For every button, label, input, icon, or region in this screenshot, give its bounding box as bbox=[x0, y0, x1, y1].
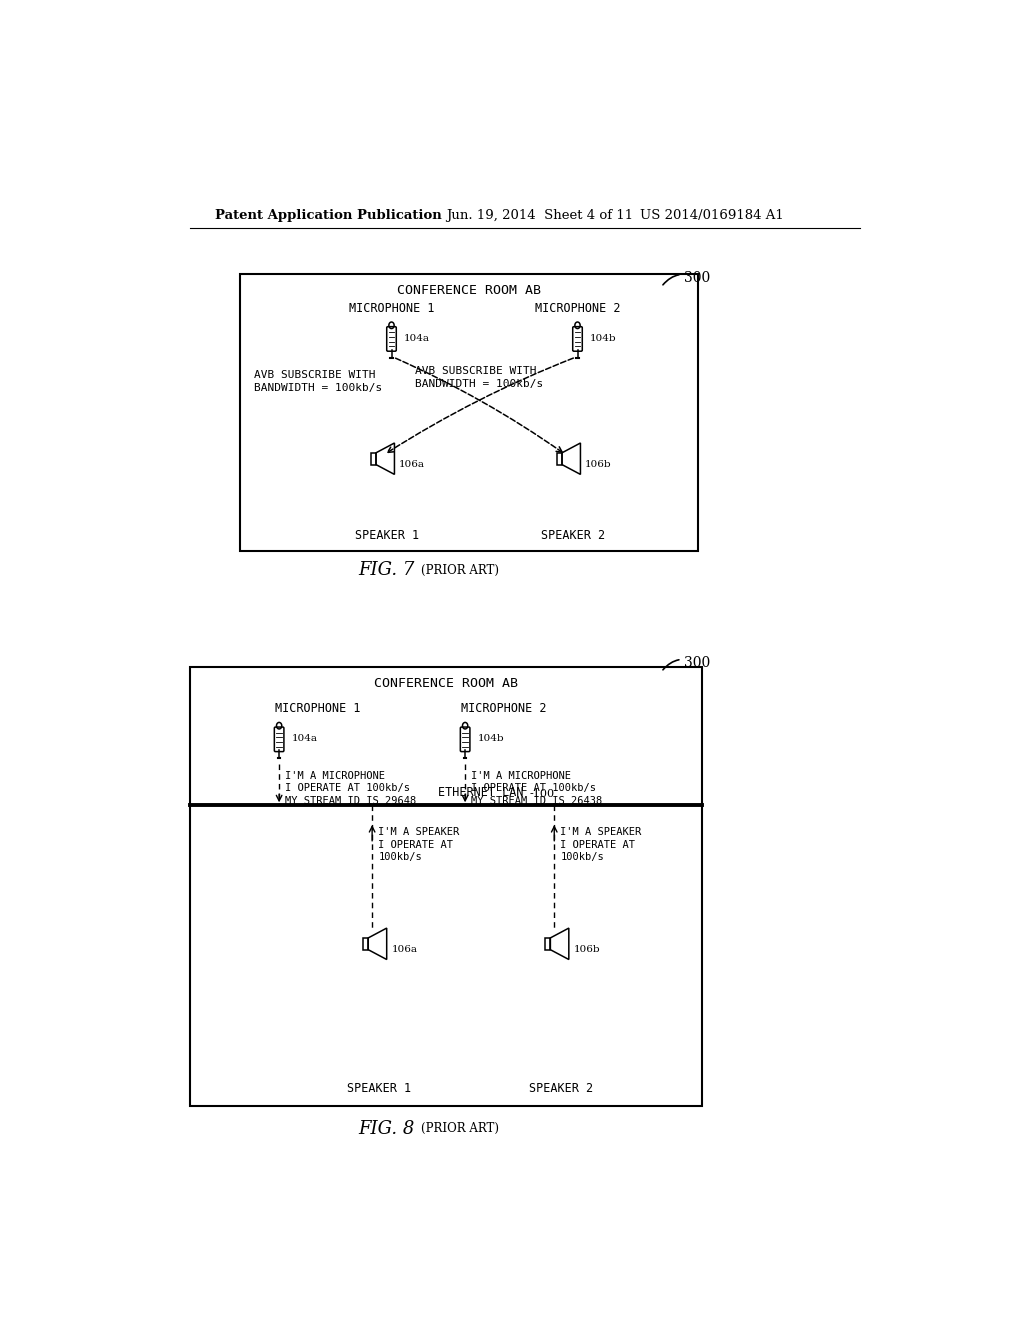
Bar bbox=[362, 939, 369, 949]
Text: 106b: 106b bbox=[573, 945, 600, 954]
Text: 106b: 106b bbox=[586, 461, 612, 470]
Text: AVB SUBSCRIBE WITH
BANDWIDTH = 100kb/s: AVB SUBSCRIBE WITH BANDWIDTH = 100kb/s bbox=[415, 366, 543, 389]
FancyBboxPatch shape bbox=[572, 326, 583, 351]
Text: ETHERNET LAN: ETHERNET LAN bbox=[438, 785, 523, 799]
Bar bbox=[557, 453, 562, 465]
Text: CONFERENCE ROOM AB: CONFERENCE ROOM AB bbox=[374, 677, 518, 690]
Text: Patent Application Publication: Patent Application Publication bbox=[215, 209, 441, 222]
FancyBboxPatch shape bbox=[274, 727, 284, 751]
Text: MICROPHONE 1: MICROPHONE 1 bbox=[275, 702, 360, 715]
Text: 106a: 106a bbox=[399, 461, 425, 470]
Text: SPEAKER 2: SPEAKER 2 bbox=[541, 529, 605, 543]
Bar bbox=[190, 667, 701, 1106]
Bar bbox=[371, 453, 376, 465]
Text: 106a: 106a bbox=[391, 945, 418, 954]
Text: I'M A MICROPHONE
I OPERATE AT 100kb/s
MY STREAM ID IS 29648: I'M A MICROPHONE I OPERATE AT 100kb/s MY… bbox=[286, 771, 417, 807]
Text: SPEAKER 2: SPEAKER 2 bbox=[529, 1082, 593, 1096]
Bar bbox=[241, 275, 697, 552]
Text: 104a: 104a bbox=[403, 334, 430, 343]
FancyBboxPatch shape bbox=[461, 727, 470, 751]
Text: MICROPHONE 2: MICROPHONE 2 bbox=[461, 702, 547, 715]
Text: -100: -100 bbox=[529, 789, 555, 799]
Text: 104b: 104b bbox=[477, 734, 504, 743]
Text: I'M A MICROPHONE
I OPERATE AT 100kb/s
MY STREAM ID IS 26438: I'M A MICROPHONE I OPERATE AT 100kb/s MY… bbox=[471, 771, 602, 807]
FancyBboxPatch shape bbox=[387, 326, 396, 351]
Bar bbox=[545, 939, 550, 949]
Text: Jun. 19, 2014  Sheet 4 of 11: Jun. 19, 2014 Sheet 4 of 11 bbox=[445, 209, 633, 222]
Text: US 2014/0169184 A1: US 2014/0169184 A1 bbox=[640, 209, 783, 222]
Text: MICROPHONE 1: MICROPHONE 1 bbox=[349, 302, 434, 315]
Text: FIG. 8: FIG. 8 bbox=[358, 1119, 415, 1138]
Text: 300: 300 bbox=[663, 656, 711, 669]
Text: CONFERENCE ROOM AB: CONFERENCE ROOM AB bbox=[397, 284, 541, 297]
Text: I'M A SPEAKER
I OPERATE AT
100kb/s: I'M A SPEAKER I OPERATE AT 100kb/s bbox=[378, 826, 460, 862]
Text: (PRIOR ART): (PRIOR ART) bbox=[421, 564, 499, 577]
Text: SPEAKER 1: SPEAKER 1 bbox=[354, 529, 419, 543]
Text: 104a: 104a bbox=[292, 734, 317, 743]
Text: (PRIOR ART): (PRIOR ART) bbox=[421, 1122, 499, 1135]
Text: I'M A SPEAKER
I OPERATE AT
100kb/s: I'M A SPEAKER I OPERATE AT 100kb/s bbox=[560, 826, 642, 862]
Text: 300: 300 bbox=[663, 271, 711, 285]
Text: AVB SUBSCRIBE WITH
BANDWIDTH = 100kb/s: AVB SUBSCRIBE WITH BANDWIDTH = 100kb/s bbox=[254, 370, 383, 393]
Text: 104b: 104b bbox=[590, 334, 616, 343]
Text: FIG. 7: FIG. 7 bbox=[358, 561, 415, 579]
Text: SPEAKER 1: SPEAKER 1 bbox=[347, 1082, 412, 1096]
Text: MICROPHONE 2: MICROPHONE 2 bbox=[535, 302, 621, 315]
